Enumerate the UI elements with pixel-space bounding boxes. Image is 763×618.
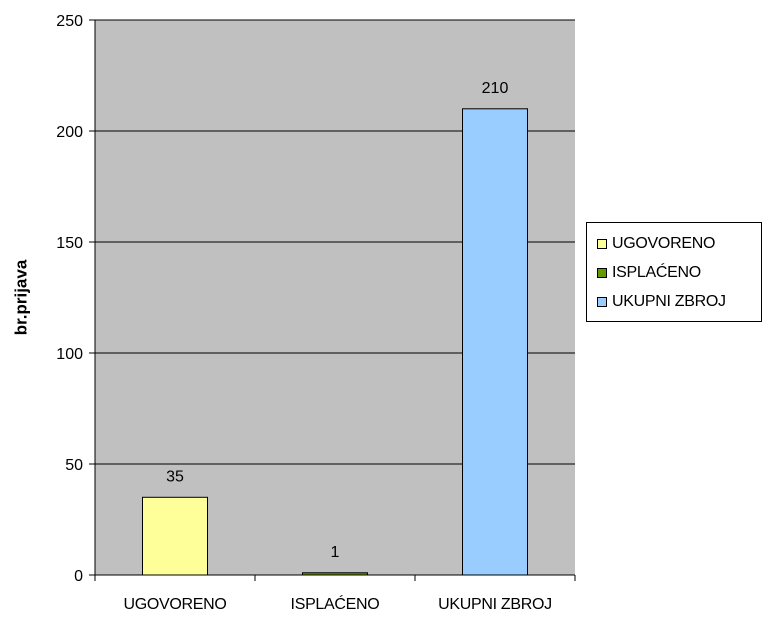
y-axis-title: br.prijava <box>11 259 30 335</box>
x-tick-label: UKUPNI ZBROJ <box>438 596 552 613</box>
y-tick-label: 0 <box>74 568 83 585</box>
y-tick-label: 150 <box>56 235 83 252</box>
x-tick-label: UGOVORENO <box>123 596 226 613</box>
bar <box>142 496 208 576</box>
legend-label: ISPLAĆENO <box>612 263 701 281</box>
legend-label: UKUPNI ZBROJ <box>612 292 726 310</box>
bars <box>142 108 528 576</box>
legend-item-ukupni-zbroj: UKUPNI ZBROJ <box>587 287 761 316</box>
data-label: 210 <box>482 80 509 97</box>
y-tick-label: 100 <box>56 346 83 363</box>
y-tick-label: 250 <box>56 13 83 30</box>
legend-item-isplaceno: ISPLAĆENO <box>587 258 761 287</box>
y-tick-label: 200 <box>56 124 83 141</box>
legend-item-ugovoreno: UGOVORENO <box>587 229 761 258</box>
data-labels: 35 1 210 <box>166 80 508 561</box>
x-tick-label: ISPLAĆENO <box>291 594 380 613</box>
y-tick-label: 50 <box>65 457 83 474</box>
data-label: 35 <box>166 468 184 485</box>
axes: 0 50 100 150 200 250 UGOVORENO ISPLAĆENO UKUPNI … <box>56 13 576 613</box>
legend-swatch <box>597 267 607 278</box>
legend-swatch <box>597 238 607 249</box>
legend-swatch <box>597 296 607 307</box>
legend-label: UGOVORENO <box>612 234 716 252</box>
data-label: 1 <box>331 544 340 561</box>
legend: UGOVORENO ISPLAĆENO UKUPNI ZBROJ <box>586 222 762 322</box>
bar <box>462 108 528 576</box>
